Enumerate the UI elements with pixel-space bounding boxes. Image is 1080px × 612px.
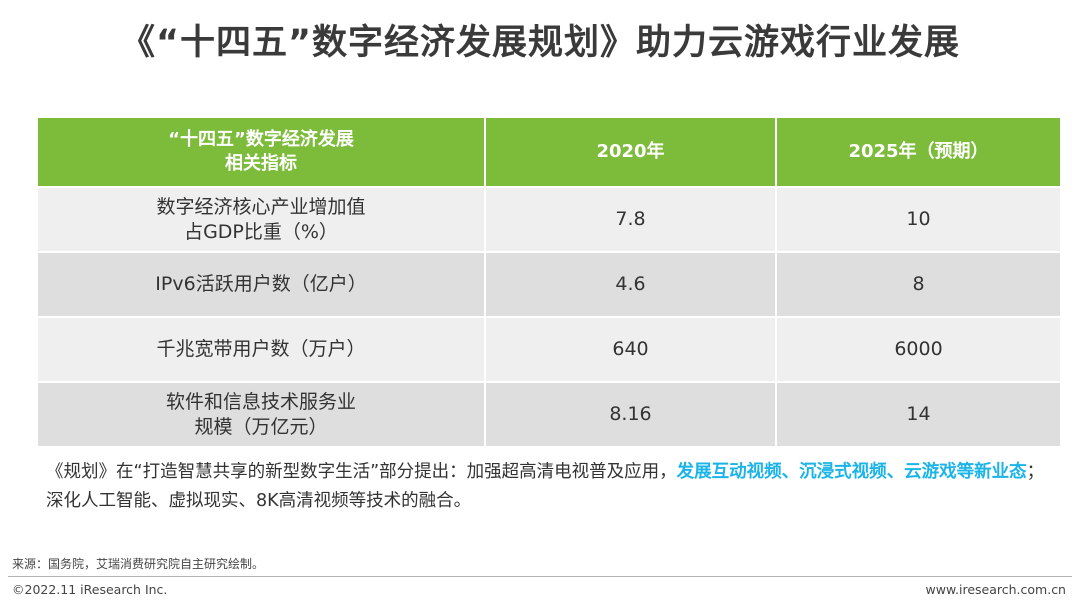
table-row: 数字经济核心产业增加值 占GDP比重（%） 7.8 10 xyxy=(36,186,1062,253)
note-text-start: 《规划》在“打造智慧共享的新型数字生活”部分提出：加强超高清电视普及应用， xyxy=(46,462,677,482)
value-2025: 8 xyxy=(775,251,1062,318)
header-2020: 2020年 xyxy=(484,116,777,188)
table-row: 千兆宽带用户数（万户） 640 6000 xyxy=(36,316,1062,383)
value-2025: 14 xyxy=(775,381,1062,448)
note-text-end: ；深化人工智能、虚拟现实、8K高清视频等技术的融合。 xyxy=(46,462,1045,511)
value-2020: 4.6 xyxy=(484,251,777,318)
table-header-row: “十四五”数字经济发展 相关指标 2020年 2025年（预期） xyxy=(36,116,1062,188)
policy-note: 《规划》在“打造智慧共享的新型数字生活”部分提出：加强超高清电视普及应用，发展互… xyxy=(46,458,1056,516)
value-2020: 7.8 xyxy=(484,186,777,253)
value-2020: 640 xyxy=(484,316,777,383)
table-row: 软件和信息技术服务业 规模（万亿元） 8.16 14 xyxy=(36,381,1062,448)
page-title: 《“十四五”数字经济发展规划》助力云游戏行业发展 xyxy=(119,23,960,63)
source-note: 来源：国务院，艾瑞消费研究院自主研究绘制。 xyxy=(12,557,265,571)
header-2025: 2025年（预期） xyxy=(775,116,1062,188)
value-2020: 8.16 xyxy=(484,381,777,448)
header-indicator: “十四五”数字经济发展 相关指标 xyxy=(36,116,486,188)
metrics-table: “十四五”数字经济发展 相关指标 2020年 2025年（预期） 数字经济核心产… xyxy=(36,116,1062,448)
row-label: 数字经济核心产业增加值 占GDP比重（%） xyxy=(36,186,486,253)
row-label: 千兆宽带用户数（万户） xyxy=(36,316,486,383)
value-2025: 10 xyxy=(775,186,1062,253)
copyright: ©2022.11 iResearch Inc. xyxy=(12,582,168,597)
value-2025: 6000 xyxy=(775,316,1062,383)
note-highlight: 发展互动视频、沉浸式视频、云游戏等新业态 xyxy=(676,462,1027,482)
website-url: www.iresearch.com.cn xyxy=(925,582,1067,597)
row-label: IPv6活跃用户数（亿户） xyxy=(36,251,486,318)
footer-divider xyxy=(8,576,1072,577)
table-row: IPv6活跃用户数（亿户） 4.6 8 xyxy=(36,251,1062,318)
row-label: 软件和信息技术服务业 规模（万亿元） xyxy=(36,381,486,448)
